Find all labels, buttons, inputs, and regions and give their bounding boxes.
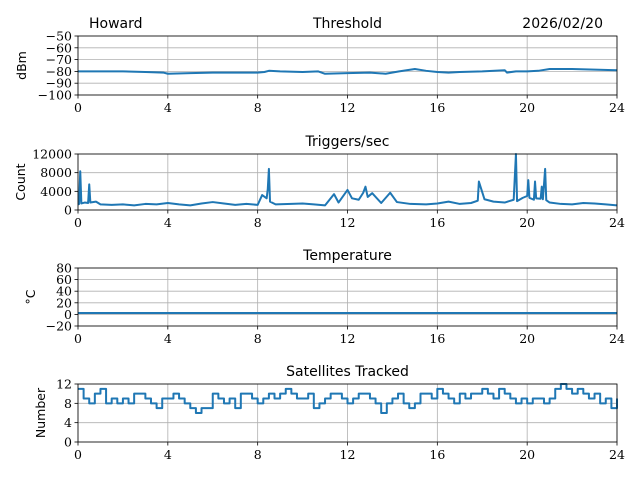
x-tick-label: 8 xyxy=(254,331,262,346)
x-tick-label: 20 xyxy=(519,100,535,115)
axes-frame xyxy=(77,267,618,327)
y-tick-label: 80 xyxy=(56,261,72,276)
series-line xyxy=(77,153,618,207)
y-tick-label: −20 xyxy=(46,319,72,334)
y-tick-label: 8000 xyxy=(40,165,72,180)
subplot-threshold: 0 4 8 12 16 20 24 −100−90−80−70−60−50 Threshold d… xyxy=(14,16,625,115)
x-tick-label: 24 xyxy=(609,331,625,346)
x-tick-label: 8 xyxy=(254,447,262,462)
y-tick-label: 0 xyxy=(64,435,72,450)
x-tick-label: 16 xyxy=(429,331,445,346)
y-tick-label: 60 xyxy=(56,272,72,287)
y-tick-label: 4000 xyxy=(40,184,72,199)
x-tick-label: 0 xyxy=(74,331,82,346)
x-tick-label: 4 xyxy=(164,331,172,346)
subplot-triggers-sec: 0 4 8 12 16 20 24 0 4000 8000 12000 Triggers/sec Cou… xyxy=(13,134,625,230)
x-tick-label: 12 xyxy=(340,215,356,230)
series-line xyxy=(78,68,618,75)
axes-frame xyxy=(77,35,618,96)
axes-frame xyxy=(77,383,618,443)
x-tick-label: 12 xyxy=(340,447,356,462)
subplot-title: Temperature xyxy=(302,248,392,264)
x-tick-label: 12 xyxy=(340,331,356,346)
date-label: 2026/02/20 xyxy=(522,16,603,32)
y-axis-label: Number xyxy=(33,387,48,438)
x-tick-label: 8 xyxy=(254,215,262,230)
y-tick-label: −80 xyxy=(46,64,72,79)
x-tick-label: 24 xyxy=(609,447,625,462)
series-line xyxy=(78,383,618,414)
x-tick-label: 8 xyxy=(254,100,262,115)
x-tick-label: 4 xyxy=(164,100,172,115)
subplot-title: Satellites Tracked xyxy=(286,364,409,380)
y-tick-label: 0 xyxy=(64,203,72,218)
y-tick-label: 20 xyxy=(56,295,72,310)
y-tick-label: 0 xyxy=(64,307,72,322)
y-tick-label: 40 xyxy=(56,284,72,299)
x-tick-label: 16 xyxy=(429,215,445,230)
y-tick-label: 8 xyxy=(64,396,72,411)
y-tick-label: −50 xyxy=(46,29,72,44)
y-tick-label: −60 xyxy=(46,40,72,55)
y-tick-label: −100 xyxy=(38,88,72,103)
x-tick-label: 4 xyxy=(164,447,172,462)
x-tick-label: 16 xyxy=(429,447,445,462)
y-tick-label: −90 xyxy=(46,76,72,91)
x-tick-label: 20 xyxy=(519,215,535,230)
x-tick-label: 24 xyxy=(609,215,625,230)
y-tick-label: 4 xyxy=(64,415,72,430)
x-tick-label: 12 xyxy=(340,100,356,115)
x-tick-label: 0 xyxy=(74,447,82,462)
x-tick-label: 24 xyxy=(609,100,625,115)
x-tick-label: 0 xyxy=(74,100,82,115)
y-tick-label: −70 xyxy=(46,52,72,67)
x-tick-label: 4 xyxy=(164,215,172,230)
x-tick-label: 0 xyxy=(74,215,82,230)
x-tick-label: 20 xyxy=(519,331,535,346)
y-tick-label: 12000 xyxy=(32,147,72,162)
x-tick-label: 20 xyxy=(519,447,535,462)
y-tick-label: 12 xyxy=(56,377,72,392)
subplot-title: Threshold xyxy=(312,16,382,32)
y-axis-label: Count xyxy=(13,163,28,200)
subplot-satellites-tracked: 0 4 8 12 16 20 24 0 4 8 12 Satellites Tracked Number xyxy=(33,364,625,462)
x-tick-label: 16 xyxy=(429,100,445,115)
y-axis-label: dBm xyxy=(14,51,29,80)
station-label: Howard xyxy=(89,16,143,32)
axes-frame xyxy=(77,153,618,211)
subplot-title: Triggers/sec xyxy=(305,134,390,150)
y-axis-label: °C xyxy=(23,289,38,304)
